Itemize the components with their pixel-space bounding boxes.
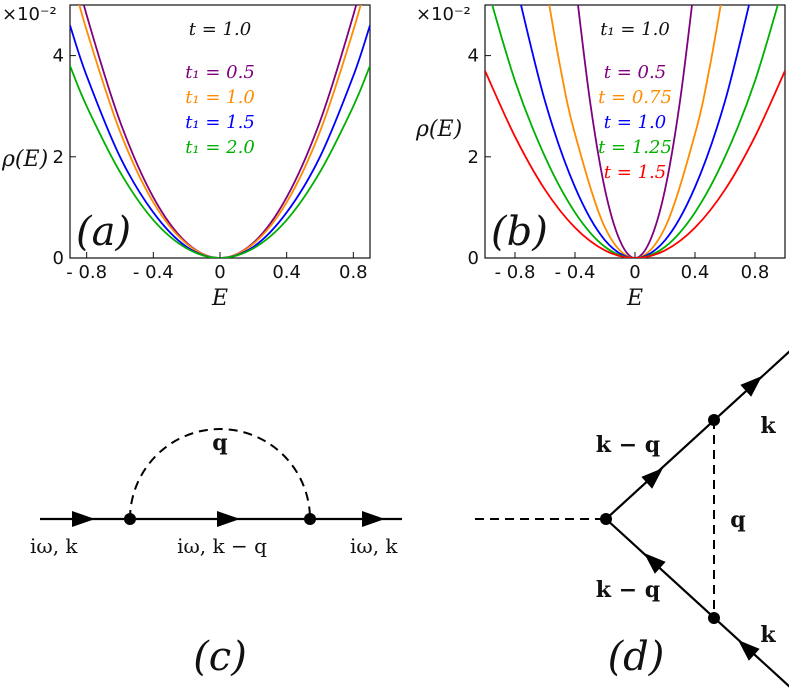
y-tick-label: 2 [53,147,64,168]
x-tick-label: 0 [629,262,640,283]
y-axis-title: ρ(E) [1,147,48,172]
series-line-0 [82,5,358,258]
legend-entry: t₁ = 1.5 [185,112,255,133]
header-annotation: t = 1.0 [189,19,251,40]
x-tick-label: 0.8 [741,262,770,283]
y-tick-label: 0 [53,248,64,269]
arrow-lower-internal [644,553,666,574]
y-scale-label: ×10⁻² [416,4,471,25]
y-tick-label: 4 [53,46,64,67]
y-axis-title: ρ(E) [415,117,462,142]
arrow-middle [217,511,240,527]
boson-loop [129,428,311,520]
header-annotation: t₁ = 1.0 [600,19,670,40]
x-tick-label: - 0.4 [555,262,596,283]
chart-panel-b: - 0.8 - 0.4 0 0.4 0.8 0 2 4 ×10⁻² ρ(E) E (b) t₁… [415,4,786,311]
x-axis-title: E [626,286,643,311]
outgoing-label: iω, k [350,534,398,558]
series-line-2 [70,24,370,258]
vertex-right [304,513,316,525]
series-line-1 [78,5,362,258]
panel-label: (b) [491,209,548,255]
series-line-2 [520,5,750,258]
legend-entry: t₁ = 2.0 [185,137,255,158]
chart-panel-a: - 0.8 - 0.4 0 0.4 0.8 0 2 4 ×10⁻² ρ(E) E (a) t … [1,4,371,311]
feynman-diagram-self-energy: q iω, k iω, k − q iω, k (c) [30,428,402,680]
loop-momentum-label: q [212,430,227,456]
series-line-1 [548,5,722,258]
legend-entry: t₁ = 1.0 [185,87,255,108]
arrow-right [362,511,385,527]
panel-label: (d) [608,634,665,680]
legend-entry: t = 1.0 [604,112,666,133]
x-tick-label: 0.4 [272,262,301,283]
legend-entry: t = 0.5 [604,62,666,83]
arrow-upper-external [740,376,762,397]
series-line-3 [491,5,779,258]
legend-entry: t = 1.25 [598,137,672,158]
x-tick-label: - 0.8 [495,262,536,283]
y-tick-label: 4 [468,46,479,67]
feynman-diagram-vertex: k − q k q k − q k (d) [475,350,789,688]
vertex-left [124,513,136,525]
x-tick-label: - 0.4 [133,262,174,283]
rung-momentum: q [730,507,745,533]
legend-entry: t = 0.75 [598,87,672,108]
arrow-left [72,511,95,527]
upper-external-momentum: k [760,413,776,439]
x-axis-title: E [211,286,228,311]
y-tick-label: 2 [468,147,479,168]
vertex-lower [708,612,720,624]
y-scale-label: ×10⁻² [2,4,57,25]
x-tick-label: - 0.8 [66,262,107,283]
incoming-label: iω, k [30,534,78,558]
vertex-upper [708,414,720,426]
arrow-lower-external [738,640,760,661]
lower-external-momentum: k [760,622,776,648]
series-line-0 [577,5,693,258]
vertex-main [600,513,612,525]
legend-entry: t₁ = 0.5 [185,62,255,83]
lower-fermion-line [605,518,789,688]
series-line-4 [485,70,785,258]
x-tick-label: 0.8 [339,262,368,283]
x-tick-label: 0.4 [681,262,710,283]
legend-entry: t = 1.5 [604,162,666,183]
upper-internal-momentum: k − q [596,432,660,458]
internal-label: iω, k − q [177,534,267,558]
lower-internal-momentum: k − q [596,577,660,603]
series-line-3 [70,65,370,258]
panel-label: (a) [76,209,131,255]
arrow-upper-internal [641,468,663,489]
y-tick-label: 0 [468,248,479,269]
x-tick-label: 0 [214,262,225,283]
panel-label: (c) [193,634,247,680]
